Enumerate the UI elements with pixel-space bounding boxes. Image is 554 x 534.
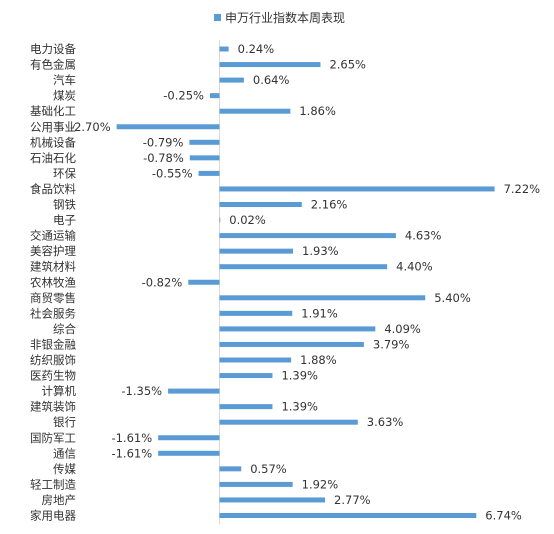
bar — [219, 77, 244, 83]
data-label: 0.24% — [238, 42, 275, 56]
bar — [168, 388, 220, 394]
bar — [219, 108, 291, 114]
category-label: 非银金融 — [30, 337, 76, 351]
bar — [219, 264, 388, 270]
bar — [209, 93, 220, 99]
data-label: -0.25% — [163, 89, 204, 103]
bar — [219, 341, 364, 347]
bar — [198, 170, 220, 176]
category-label: 农林牧渔 — [30, 275, 76, 289]
category-label: 美容护理 — [30, 244, 76, 258]
legend-swatch — [214, 14, 221, 21]
legend-label: 申万行业指数本周表现 — [225, 11, 346, 25]
data-label: 1.92% — [302, 477, 339, 491]
data-label: 4.09% — [384, 322, 421, 336]
category-label: 银行 — [53, 415, 76, 429]
data-label: -1.61% — [111, 446, 152, 460]
bar — [219, 217, 221, 223]
category-label: 交通运输 — [30, 229, 76, 243]
bar — [219, 513, 477, 518]
data-label: 1.88% — [300, 353, 337, 367]
bar — [219, 310, 293, 316]
bar — [219, 481, 293, 487]
category-label: 社会服务 — [30, 306, 76, 320]
bar — [219, 466, 242, 472]
data-label: -0.78% — [143, 151, 184, 165]
data-label: 6.74% — [485, 509, 522, 523]
data-label: 0.02% — [229, 213, 266, 227]
chart-legend: 申万行业指数本周表现 — [214, 9, 345, 26]
data-label: 7.22% — [504, 182, 541, 196]
data-label: 0.64% — [253, 73, 290, 87]
category-label: 钢铁 — [53, 198, 76, 212]
bar — [219, 497, 326, 503]
data-label: -2.70% — [70, 120, 111, 134]
category-label: 医药生物 — [30, 369, 76, 383]
bar — [158, 435, 220, 441]
category-label: 纺织服饰 — [30, 353, 76, 367]
category-label: 轻工制造 — [30, 477, 76, 491]
category-label: 建筑装饰 — [30, 400, 76, 414]
data-label: 3.63% — [367, 415, 404, 429]
data-label: -1.61% — [111, 431, 152, 445]
data-label: 1.39% — [281, 400, 318, 414]
data-label: 1.86% — [299, 104, 336, 118]
data-label: 2.65% — [329, 58, 366, 72]
category-label: 房地产 — [42, 493, 77, 507]
category-label: 有色金属 — [30, 58, 76, 72]
bar — [219, 233, 396, 239]
data-label: 1.39% — [281, 369, 318, 383]
category-label: 综合 — [53, 322, 76, 336]
category-label: 通信 — [53, 446, 76, 460]
data-label: -0.55% — [152, 166, 193, 180]
data-label: 1.93% — [302, 244, 339, 258]
category-label: 煤炭 — [53, 89, 76, 103]
data-label: 3.79% — [373, 337, 410, 351]
category-label: 家用电器 — [30, 509, 76, 523]
category-label: 公用事业 — [30, 120, 76, 134]
category-label: 建筑材料 — [30, 260, 76, 274]
bar — [219, 373, 273, 379]
bar — [219, 326, 376, 332]
bar — [219, 62, 321, 68]
data-label: -1.35% — [121, 384, 162, 398]
category-label: 电力设备 — [30, 42, 76, 56]
bar — [189, 155, 220, 161]
data-label: 4.40% — [396, 260, 433, 274]
data-label: -0.79% — [143, 135, 184, 149]
bar — [219, 419, 358, 425]
data-label: 2.77% — [334, 493, 371, 507]
bar — [188, 279, 220, 285]
bar — [219, 202, 302, 207]
bar — [219, 46, 229, 52]
data-label: -0.82% — [142, 275, 183, 289]
data-label: 4.63% — [405, 229, 442, 243]
bar — [116, 124, 220, 130]
bar — [219, 248, 294, 254]
bar — [219, 295, 426, 301]
category-label: 传媒 — [53, 462, 76, 476]
data-label: 0.57% — [250, 462, 287, 476]
category-label: 基础化工 — [30, 104, 76, 118]
category-label: 商贸零售 — [30, 291, 76, 305]
bar — [219, 357, 292, 363]
bar — [189, 139, 220, 145]
category-label: 环保 — [53, 166, 76, 180]
category-label: 石油石化 — [30, 151, 76, 165]
data-label: 2.16% — [311, 198, 348, 212]
bar — [219, 186, 495, 192]
category-label: 国防军工 — [30, 431, 76, 445]
data-label: 5.40% — [434, 291, 471, 305]
bar — [158, 450, 220, 456]
category-label: 汽车 — [53, 73, 76, 87]
category-label: 计算机 — [42, 384, 77, 398]
category-label: 食品饮料 — [30, 182, 76, 196]
category-label: 电子 — [53, 213, 76, 227]
data-label: 1.91% — [301, 306, 338, 320]
bar — [219, 404, 273, 410]
category-label: 机械设备 — [30, 135, 76, 149]
